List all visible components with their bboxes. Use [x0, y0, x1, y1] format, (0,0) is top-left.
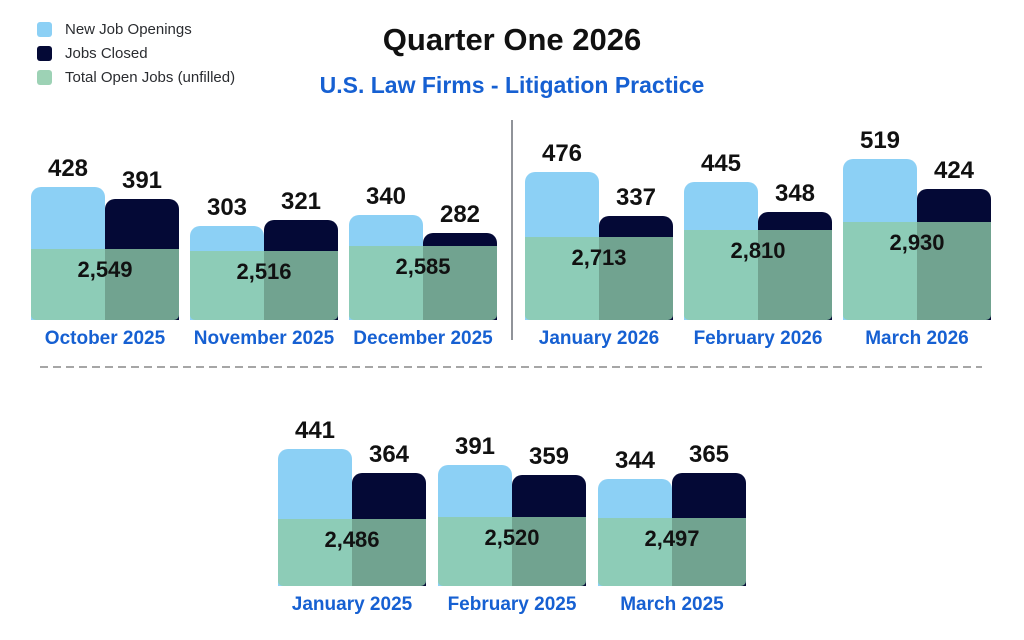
quarter-divider-line: [511, 120, 513, 340]
month-label: March 2026: [865, 328, 969, 349]
value-new-job-openings: 303: [206, 194, 248, 221]
month-label: January 2025: [291, 594, 413, 615]
bar-total-open-jobs: [278, 519, 426, 586]
year-divider-dashed-line: [40, 366, 982, 368]
value-total-open-jobs: 2,549: [77, 257, 133, 282]
month-label: October 2025: [44, 328, 166, 349]
navy-square-swatch-icon: [37, 46, 52, 61]
page-subtitle: U.S. Law Firms - Litigation Practice: [319, 72, 705, 98]
bar-total-open-jobs: [190, 251, 338, 320]
bar-total-open-jobs: [684, 230, 832, 320]
value-total-open-jobs: 2,516: [236, 259, 292, 284]
value-total-open-jobs: 2,930: [889, 230, 945, 255]
month-label: January 2026: [538, 328, 660, 349]
value-new-job-openings: 445: [700, 150, 742, 177]
bar-total-open-jobs: [598, 518, 746, 586]
month-label: February 2025: [447, 594, 577, 615]
value-jobs-closed: 364: [368, 441, 410, 468]
page-title: Quarter One 2026: [382, 22, 642, 57]
value-jobs-closed: 321: [280, 188, 322, 215]
value-jobs-closed: 359: [528, 443, 570, 470]
legend: New Job Openings Jobs Closed Total Open …: [37, 21, 236, 86]
bar-total-open-jobs: [31, 249, 179, 320]
value-new-job-openings: 340: [365, 183, 407, 210]
value-total-open-jobs: 2,713: [571, 245, 627, 270]
month-label: March 2025: [620, 594, 724, 615]
value-jobs-closed: 282: [439, 201, 481, 228]
value-total-open-jobs: 2,810: [730, 238, 786, 263]
legend-label: Total Open Jobs (unfilled): [65, 69, 236, 86]
value-total-open-jobs: 2,497: [644, 526, 700, 551]
value-new-job-openings: 344: [614, 447, 656, 474]
value-total-open-jobs: 2,486: [324, 527, 380, 552]
legend-item-new-job-openings: New Job Openings: [37, 21, 235, 38]
legend-label: New Job Openings: [65, 21, 192, 38]
value-new-job-openings: 428: [47, 155, 89, 182]
blue-square-swatch-icon: [37, 22, 52, 37]
month-label: November 2025: [193, 328, 335, 349]
value-total-open-jobs: 2,520: [484, 525, 540, 550]
value-jobs-closed: 424: [933, 157, 975, 184]
value-total-open-jobs: 2,585: [395, 254, 451, 279]
value-new-job-openings: 441: [294, 417, 336, 444]
value-new-job-openings: 476: [541, 140, 583, 167]
value-jobs-closed: 337: [615, 184, 657, 211]
bar-total-open-jobs: [843, 222, 991, 320]
legend-item-jobs-closed: Jobs Closed: [37, 45, 235, 62]
month-label: February 2026: [693, 328, 823, 349]
legend-label: Jobs Closed: [65, 45, 148, 62]
green-square-swatch-icon: [37, 70, 52, 85]
value-jobs-closed: 365: [688, 441, 730, 468]
value-new-job-openings: 519: [859, 127, 901, 154]
legend-item-total-open-jobs: Total Open Jobs (unfilled): [37, 69, 236, 86]
bar-total-open-jobs: [349, 246, 497, 320]
bar-total-open-jobs: [438, 517, 586, 586]
value-new-job-openings: 391: [454, 433, 496, 460]
bar-total-open-jobs: [525, 237, 673, 320]
month-label: December 2025: [353, 328, 493, 349]
value-jobs-closed: 391: [121, 167, 163, 194]
value-jobs-closed: 348: [774, 180, 816, 207]
